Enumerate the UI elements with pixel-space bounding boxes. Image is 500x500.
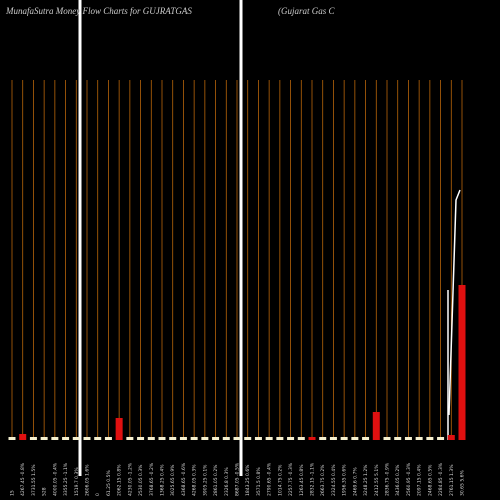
x-tick-label: 2326.8 0.3% (224, 467, 230, 496)
x-tick-label: 2606.05 1.6% (85, 464, 91, 496)
bar (276, 437, 284, 440)
x-tick-label: 2324.55 0.4% (331, 464, 337, 496)
x-tick-label: 2530.05 0.3% (138, 464, 144, 496)
bar (458, 285, 466, 440)
x-tick-label: 3768.65 -0.2% (149, 462, 155, 496)
x-tick-label: 2284.85 -0.3% (438, 462, 444, 496)
bar (383, 437, 391, 440)
x-tick-label: 4000.05 -0.4% (52, 462, 58, 496)
bar (308, 437, 316, 440)
x-tick-label: 1263.45 0.8% (299, 464, 305, 496)
bar (190, 437, 198, 440)
x-tick-label: 2663.75 0.2% (320, 464, 326, 496)
bar (222, 437, 230, 440)
bar (254, 437, 262, 440)
x-tick-label: 1368.25 0.4% (160, 464, 166, 496)
column-lines (11, 80, 463, 440)
x-tick-label: 528 (42, 487, 48, 496)
x-tick-label: 2790.65 -0.4% (267, 462, 273, 496)
bar (233, 437, 241, 440)
bar (447, 435, 455, 440)
x-tick-label: 61.25 0.5% (106, 470, 112, 496)
bar (158, 437, 166, 440)
x-tick-label: 3731.55 1.5% (31, 464, 37, 496)
bar (62, 437, 70, 440)
x-tick-label: 0 (95, 493, 101, 496)
bar (29, 437, 37, 440)
bar (319, 437, 327, 440)
bar (437, 437, 445, 440)
x-tick-label: 4267.45 -0.8% (20, 462, 26, 496)
bar (51, 437, 59, 440)
bar (169, 437, 177, 440)
x-tick-label: 3436.05 0.2% (395, 464, 401, 496)
x-tick-label: 2761.15 1.3% (449, 464, 455, 496)
bar (8, 437, 16, 440)
bar (201, 437, 209, 440)
x-tick-label: 1014.75 0.2% (277, 464, 283, 496)
bar (351, 437, 359, 440)
x-tick-label: 3025.65 0.9% (170, 464, 176, 496)
x-tick-label: 15 (10, 490, 16, 496)
chart-subtitle: (Gujarat Gas C (278, 6, 336, 16)
x-tick-label: 2257.75 -0.3% (288, 462, 294, 496)
price-line (448, 189, 461, 416)
x-tick-label: 1843.25 0.6% (245, 464, 251, 496)
x-tick-label: 2469.6 0.7% (352, 467, 358, 496)
x-tick-label: 4268.05 0.3% (192, 464, 198, 496)
x-tick-label: 2560.95 -0.3% (406, 462, 412, 496)
x-tick-label: 4368.65 -0.6% (181, 462, 187, 496)
bar (179, 437, 187, 440)
x-tick-label: 2861.05 0.2% (213, 464, 219, 496)
bar (394, 437, 402, 440)
x-tick-label: 3248.25 1.2% (363, 464, 369, 496)
bar (340, 437, 348, 440)
x-tick-label: 2836.75 -0.9% (385, 462, 391, 496)
bar (147, 437, 155, 440)
x-tick-label: 2062.15 0.8% (117, 464, 123, 496)
bar (329, 437, 337, 440)
x-tick-label: 2468.65 0.5% (427, 464, 433, 496)
bar (297, 437, 305, 440)
chart-title: MunafaSutra Money Flow Charts for GUJRAT… (5, 6, 192, 16)
x-tick-label: 4230.05 -1.2% (127, 462, 133, 496)
bar (212, 437, 220, 440)
x-tick-label: 1519.7 0.3% (74, 467, 80, 496)
bar (126, 437, 134, 440)
x-tick-label: 3355.25 -1.1% (63, 462, 69, 496)
x-tick-label: 2097.15 0.4% (417, 464, 423, 496)
x-tick-label: 30.65 5.6% (460, 470, 466, 496)
bar (83, 437, 91, 440)
bar (40, 437, 48, 440)
bar (244, 437, 252, 440)
bar (115, 418, 123, 440)
x-tick-label: 8687.05 -0.5% (235, 462, 241, 496)
bar (426, 437, 434, 440)
bar (94, 437, 102, 440)
bar (372, 412, 380, 440)
bar (104, 437, 112, 440)
bar (362, 437, 370, 440)
bar (72, 437, 80, 440)
bar (19, 434, 27, 440)
bar (415, 437, 423, 440)
x-tick-label: 2412.55 5.1% (374, 464, 380, 496)
x-tick-label: 1956.35 0.6% (342, 464, 348, 496)
bar (265, 437, 273, 440)
x-tick-label: 3571.5 0.8% (256, 467, 262, 496)
bar (137, 437, 145, 440)
bar (287, 437, 295, 440)
bar (404, 437, 412, 440)
x-tick-label: 3905.25 0.1% (202, 464, 208, 496)
x-tick-label: 2832.15 -1.1% (310, 462, 316, 496)
